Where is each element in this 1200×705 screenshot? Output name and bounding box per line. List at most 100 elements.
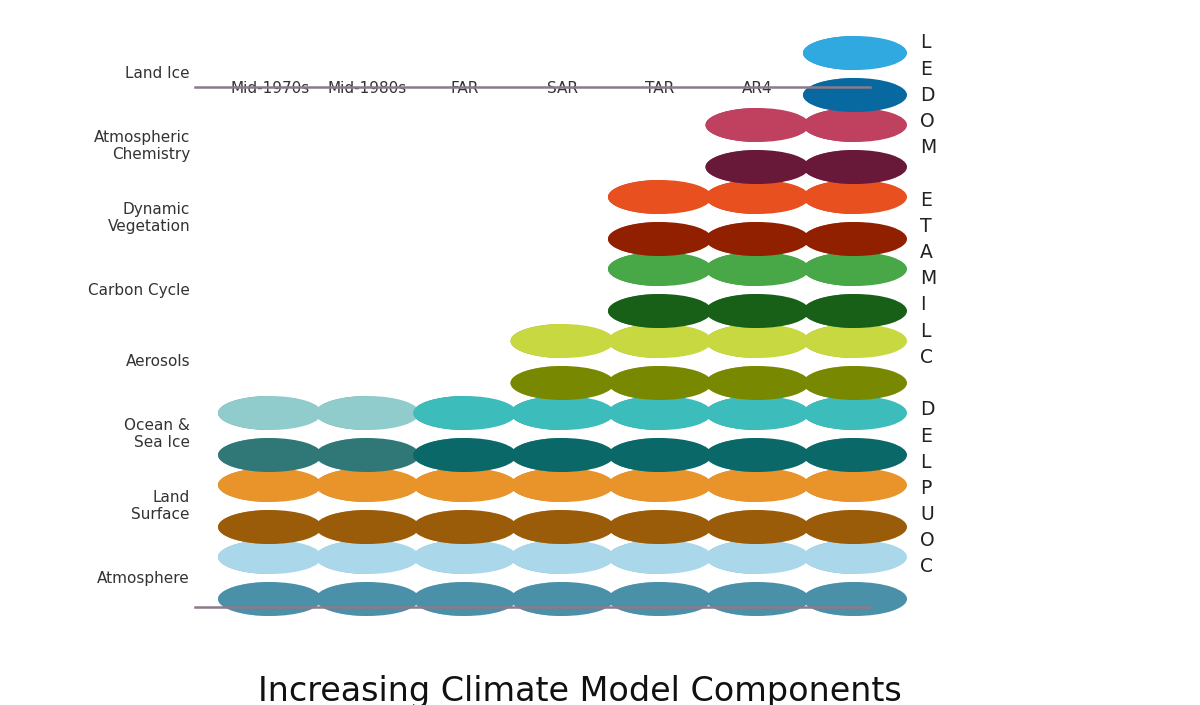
Ellipse shape	[706, 366, 810, 400]
Polygon shape	[413, 540, 466, 616]
Text: U: U	[920, 505, 934, 524]
Polygon shape	[413, 468, 466, 544]
Text: SAR: SAR	[547, 81, 578, 96]
Text: O: O	[920, 532, 935, 551]
Ellipse shape	[316, 468, 420, 502]
Ellipse shape	[608, 222, 712, 256]
Ellipse shape	[316, 396, 420, 430]
Text: FAR: FAR	[451, 81, 479, 96]
Text: M: M	[920, 138, 936, 157]
Ellipse shape	[706, 108, 810, 142]
Ellipse shape	[803, 510, 907, 544]
Text: O: O	[920, 112, 935, 131]
Ellipse shape	[510, 366, 614, 400]
Polygon shape	[706, 396, 757, 472]
Polygon shape	[608, 468, 660, 544]
Text: I: I	[920, 295, 925, 314]
Polygon shape	[608, 180, 660, 256]
Ellipse shape	[608, 366, 712, 400]
Ellipse shape	[706, 582, 810, 616]
Text: D: D	[920, 400, 935, 419]
Ellipse shape	[706, 438, 810, 472]
Text: Dynamic
Vegetation: Dynamic Vegetation	[107, 202, 190, 234]
Text: AR5: AR5	[840, 598, 870, 613]
Polygon shape	[706, 252, 757, 328]
Polygon shape	[706, 108, 757, 184]
Ellipse shape	[510, 324, 614, 358]
Polygon shape	[706, 180, 757, 256]
Ellipse shape	[706, 396, 810, 430]
Ellipse shape	[316, 438, 420, 472]
Ellipse shape	[218, 438, 322, 472]
Text: C: C	[920, 558, 934, 577]
Ellipse shape	[413, 468, 517, 502]
Ellipse shape	[803, 78, 907, 112]
Polygon shape	[803, 396, 854, 472]
Polygon shape	[803, 540, 854, 616]
Polygon shape	[608, 324, 660, 400]
Text: L: L	[920, 321, 930, 341]
Text: M: M	[920, 269, 936, 288]
Text: FAR: FAR	[451, 598, 479, 613]
Text: E: E	[920, 427, 932, 446]
Ellipse shape	[413, 510, 517, 544]
Text: Land Ice: Land Ice	[125, 66, 190, 82]
Ellipse shape	[803, 222, 907, 256]
Text: AR5: AR5	[840, 81, 870, 96]
Text: TAR: TAR	[646, 81, 674, 96]
Text: T: T	[920, 217, 931, 236]
Ellipse shape	[803, 324, 907, 358]
Ellipse shape	[803, 36, 907, 70]
Text: Aerosols: Aerosols	[125, 355, 190, 369]
Text: Carbon Cycle: Carbon Cycle	[88, 283, 190, 298]
Polygon shape	[316, 468, 367, 544]
Ellipse shape	[608, 438, 712, 472]
Polygon shape	[218, 468, 270, 544]
Ellipse shape	[608, 294, 712, 328]
Polygon shape	[218, 396, 270, 472]
Ellipse shape	[413, 540, 517, 574]
Ellipse shape	[510, 582, 614, 616]
Text: Increasing Climate Model Components: Increasing Climate Model Components	[258, 675, 902, 705]
Text: Mid-1970s: Mid-1970s	[230, 598, 310, 613]
Text: P: P	[920, 479, 931, 498]
Text: L: L	[920, 34, 930, 52]
Ellipse shape	[316, 510, 420, 544]
Polygon shape	[218, 540, 270, 616]
Ellipse shape	[608, 468, 712, 502]
Polygon shape	[706, 324, 757, 400]
Polygon shape	[706, 468, 757, 544]
Ellipse shape	[803, 150, 907, 184]
Polygon shape	[803, 468, 854, 544]
Text: Mid-1980s: Mid-1980s	[328, 598, 407, 613]
Ellipse shape	[510, 396, 614, 430]
Text: L: L	[920, 453, 930, 472]
Ellipse shape	[706, 510, 810, 544]
Text: SAR: SAR	[547, 598, 578, 613]
Text: TAR: TAR	[646, 598, 674, 613]
Polygon shape	[510, 468, 563, 544]
Text: Mid-1980s: Mid-1980s	[328, 81, 407, 96]
Text: E: E	[920, 190, 932, 209]
Ellipse shape	[803, 396, 907, 430]
Ellipse shape	[706, 294, 810, 328]
Polygon shape	[608, 540, 660, 616]
Ellipse shape	[218, 396, 322, 430]
Ellipse shape	[510, 510, 614, 544]
Ellipse shape	[706, 150, 810, 184]
Ellipse shape	[316, 540, 420, 574]
Ellipse shape	[803, 294, 907, 328]
Ellipse shape	[803, 468, 907, 502]
Ellipse shape	[413, 438, 517, 472]
Ellipse shape	[803, 366, 907, 400]
Text: Ocean &
Sea Ice: Ocean & Sea Ice	[124, 418, 190, 450]
Ellipse shape	[706, 180, 810, 214]
Polygon shape	[510, 396, 563, 472]
Ellipse shape	[706, 252, 810, 286]
Text: Atmospheric
Chemistry: Atmospheric Chemistry	[94, 130, 190, 162]
Polygon shape	[803, 252, 854, 328]
Ellipse shape	[608, 540, 712, 574]
Ellipse shape	[706, 222, 810, 256]
Ellipse shape	[706, 468, 810, 502]
Polygon shape	[608, 396, 660, 472]
